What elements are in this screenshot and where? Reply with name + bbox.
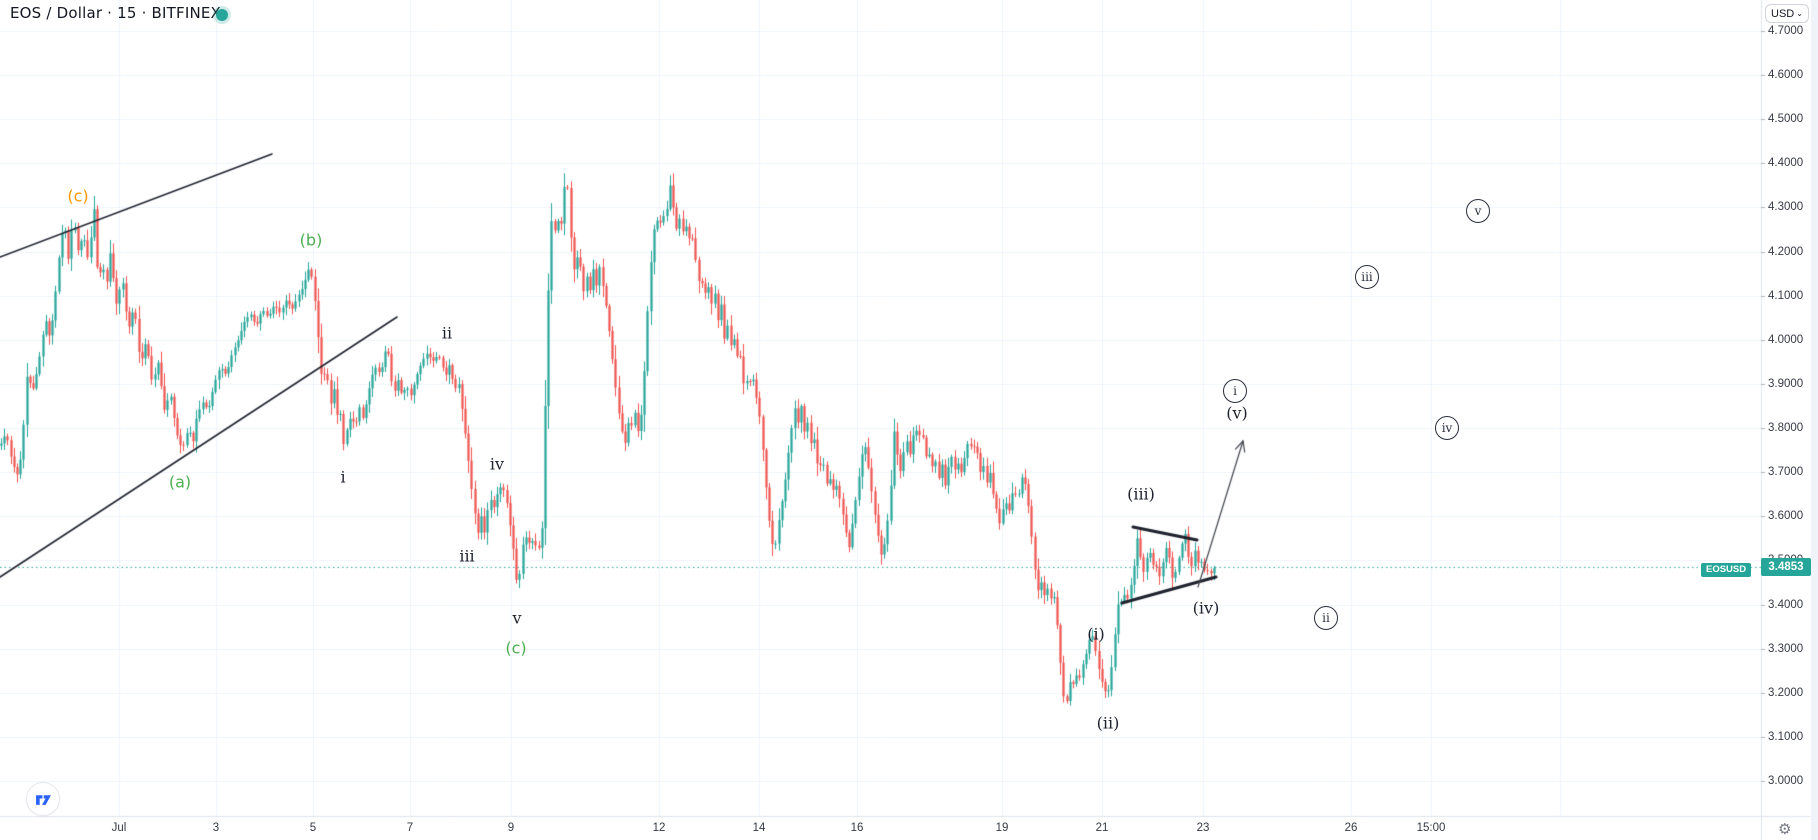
time-axis-tick: 15:00 bbox=[1416, 822, 1446, 834]
price-axis-tick: 4.7000 bbox=[1768, 25, 1804, 37]
settings-gear-icon[interactable]: ⚙ bbox=[1778, 820, 1792, 838]
wave-label[interactable]: iii bbox=[459, 546, 475, 566]
wave-label[interactable]: (ii) bbox=[1096, 713, 1120, 733]
right-scroll-strip bbox=[1811, 0, 1818, 840]
symbol-title[interactable]: EOS / Dollar · 15 · BITFINEX bbox=[10, 4, 222, 22]
time-axis-tick: 9 bbox=[507, 822, 515, 834]
circled-wave-label[interactable]: v bbox=[1466, 199, 1490, 223]
time-axis-tick: 3 bbox=[212, 822, 220, 834]
price-axis-tick: 3.4000 bbox=[1768, 598, 1804, 611]
wave-label[interactable]: (a) bbox=[168, 472, 192, 492]
currency-dropdown-button[interactable]: USD ⌄ bbox=[1765, 4, 1809, 23]
price-axis-tick: 3.3000 bbox=[1768, 642, 1804, 655]
wave-label[interactable]: i bbox=[340, 467, 346, 487]
price-axis-tick: 3.7000 bbox=[1768, 466, 1804, 479]
wave-label[interactable]: iv bbox=[489, 454, 505, 474]
wave-label[interactable]: (iii) bbox=[1127, 484, 1155, 504]
price-axis-tick: 4.1000 bbox=[1768, 289, 1804, 302]
circled-wave-label[interactable]: iii bbox=[1355, 265, 1379, 289]
symbol-price-badge[interactable]: EOSUSD bbox=[1701, 562, 1752, 577]
wave-label[interactable]: v bbox=[512, 608, 522, 628]
currency-dropdown-label: USD bbox=[1771, 7, 1795, 20]
price-axis-tick: 3.8000 bbox=[1768, 422, 1804, 435]
price-axis-tick: 3.9000 bbox=[1768, 377, 1804, 390]
time-axis-tick: 23 bbox=[1196, 822, 1210, 834]
data-status-dot[interactable] bbox=[216, 9, 228, 21]
time-axis-tick: 19 bbox=[995, 822, 1009, 834]
tradingview-logo[interactable] bbox=[26, 782, 60, 816]
price-axis-tick: 4.5000 bbox=[1768, 113, 1804, 126]
circled-wave-label[interactable]: iv bbox=[1435, 416, 1459, 440]
price-axis-tick: 3.0000 bbox=[1768, 775, 1804, 787]
wave-label[interactable]: (c) bbox=[67, 186, 89, 206]
price-axis-tick: 4.6000 bbox=[1768, 69, 1804, 82]
time-axis-tick: 12 bbox=[652, 822, 666, 834]
price-axis-tick: 4.3000 bbox=[1768, 201, 1804, 214]
price-axis-tick: 3.2000 bbox=[1768, 686, 1804, 699]
circled-wave-label[interactable]: ii bbox=[1314, 606, 1338, 630]
time-axis-tick: 16 bbox=[850, 822, 864, 834]
price-axis-tick: 4.4000 bbox=[1768, 157, 1804, 170]
time-axis-tick: 5 bbox=[309, 822, 317, 834]
time-axis-tick: Jul bbox=[111, 822, 127, 834]
price-axis-tick: 3.6000 bbox=[1768, 510, 1804, 523]
wave-label[interactable]: (iv) bbox=[1192, 598, 1220, 618]
wave-label[interactable]: (c) bbox=[505, 638, 527, 658]
circled-wave-label[interactable]: i bbox=[1223, 379, 1247, 403]
wave-label[interactable]: ii bbox=[441, 323, 453, 343]
time-axis-tick: 7 bbox=[406, 822, 414, 834]
chevron-down-icon: ⌄ bbox=[1796, 8, 1803, 18]
time-axis-tick: 21 bbox=[1095, 822, 1109, 834]
current-price-label: 3.4853 bbox=[1761, 557, 1811, 576]
time-axis-tick: 14 bbox=[752, 822, 766, 834]
price-axis-tick: 4.0000 bbox=[1768, 333, 1804, 346]
wave-label[interactable]: (v) bbox=[1226, 403, 1248, 423]
wave-label[interactable]: (b) bbox=[299, 230, 323, 250]
time-axis-tick: 26 bbox=[1344, 822, 1358, 834]
wave-label[interactable]: (i) bbox=[1087, 624, 1105, 644]
tradingview-logo-icon bbox=[35, 794, 51, 805]
price-axis-tick: 3.1000 bbox=[1768, 730, 1804, 743]
price-axis-tick: 4.2000 bbox=[1768, 245, 1804, 258]
